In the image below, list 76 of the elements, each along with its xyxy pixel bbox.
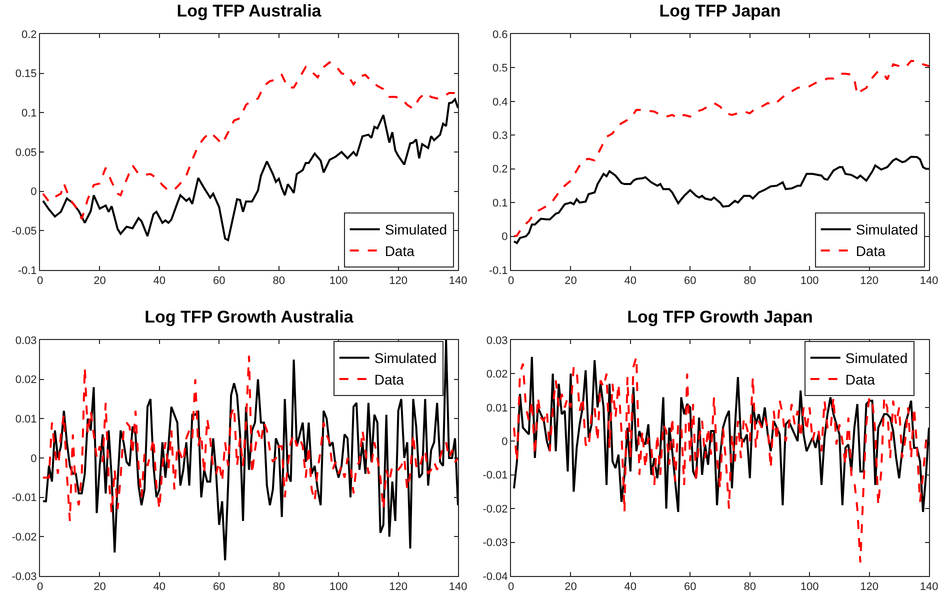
x-tick-label: 140 (920, 581, 938, 594)
x-tick-label: 60 (213, 581, 226, 594)
chart-title: Log TFP Growth Japan (627, 307, 813, 326)
y-tick-label: -0.03 (12, 570, 37, 583)
y-tick-label: -0.1 (488, 264, 508, 277)
legend-label: Simulated (856, 222, 918, 238)
x-tick-label: 20 (564, 275, 577, 288)
legend-label: Data (845, 371, 876, 388)
line-series (512, 156, 929, 244)
x-tick-label: 60 (684, 275, 696, 288)
x-tick-label: 40 (624, 275, 637, 288)
legend-label: Simulated (374, 350, 437, 366)
y-tick-label: -0.1 (18, 264, 37, 277)
legend-label: Simulated (845, 350, 908, 366)
chart-title: Log TFP Growth Australia (144, 307, 354, 326)
line-series (42, 340, 458, 562)
chart-title: Log TFP Japan (659, 1, 781, 20)
y-tick-label: 0 (502, 231, 508, 244)
x-tick-label: 140 (448, 275, 468, 288)
y-tick-label: 0.2 (492, 164, 508, 176)
y-tick-label: 0.1 (22, 108, 37, 120)
y-tick-label: 0.5 (492, 62, 508, 75)
y-tick-label: 0.3 (492, 130, 508, 142)
x-tick-label: 120 (860, 275, 878, 288)
x-tick-label: 100 (329, 581, 348, 594)
y-tick-label: 0.6 (492, 28, 508, 41)
line-series (42, 98, 458, 242)
x-tick-label: 80 (272, 581, 285, 594)
x-tick-label: 60 (213, 275, 226, 288)
x-tick-label: 100 (800, 275, 819, 288)
y-tick-label: 0.03 (486, 334, 508, 347)
x-tick-label: 80 (744, 581, 756, 594)
x-tick-label: 140 (448, 581, 468, 594)
legend-label: Data (384, 242, 415, 259)
y-tick-label: 0.4 (492, 96, 508, 108)
line-series (42, 61, 458, 220)
legend-label: Data (856, 242, 886, 259)
legend-label: Simulated (384, 222, 448, 238)
x-tick-label: 120 (389, 581, 408, 594)
line-series (42, 354, 458, 522)
y-tick-label: -0.03 (482, 537, 508, 550)
y-tick-label: -0.02 (12, 532, 37, 544)
y-tick-label: 0.03 (15, 334, 37, 347)
y-tick-label: 0.1 (492, 197, 508, 210)
y-tick-label: 0.15 (15, 68, 37, 80)
x-tick-label: 100 (329, 275, 348, 288)
x-tick-label: 60 (684, 581, 696, 594)
y-tick-label: 0 (30, 186, 37, 198)
y-tick-label: 0.01 (15, 414, 37, 426)
y-tick-label: -0.01 (12, 492, 37, 504)
y-tick-label: 0.05 (15, 146, 37, 159)
y-tick-label: -0.02 (482, 503, 508, 516)
chart-title: Log TFP Australia (176, 1, 322, 20)
y-tick-label: -0.01 (482, 470, 508, 482)
x-tick-label: 80 (744, 275, 756, 288)
y-tick-label: 0 (502, 436, 508, 448)
x-tick-label: 100 (800, 581, 819, 594)
x-tick-label: 40 (624, 581, 637, 594)
y-tick-label: 0.02 (15, 374, 37, 386)
legend-label: Data (374, 371, 404, 388)
y-tick-label: 0.02 (486, 368, 508, 381)
y-tick-label: -0.05 (12, 226, 37, 238)
y-tick-label: -0.04 (482, 570, 508, 583)
x-tick-label: 80 (272, 275, 285, 288)
x-tick-label: 40 (153, 581, 166, 594)
x-tick-label: 40 (153, 275, 166, 288)
x-tick-label: 20 (564, 581, 577, 594)
x-tick-label: 120 (389, 275, 408, 288)
y-tick-label: 0.2 (22, 28, 37, 41)
line-series (512, 60, 929, 238)
x-tick-label: 20 (94, 275, 106, 288)
y-tick-label: 0 (30, 452, 37, 465)
x-tick-label: 120 (860, 581, 878, 594)
x-tick-label: 20 (94, 581, 106, 594)
x-tick-label: 140 (920, 275, 938, 288)
y-tick-label: 0.01 (486, 402, 508, 414)
